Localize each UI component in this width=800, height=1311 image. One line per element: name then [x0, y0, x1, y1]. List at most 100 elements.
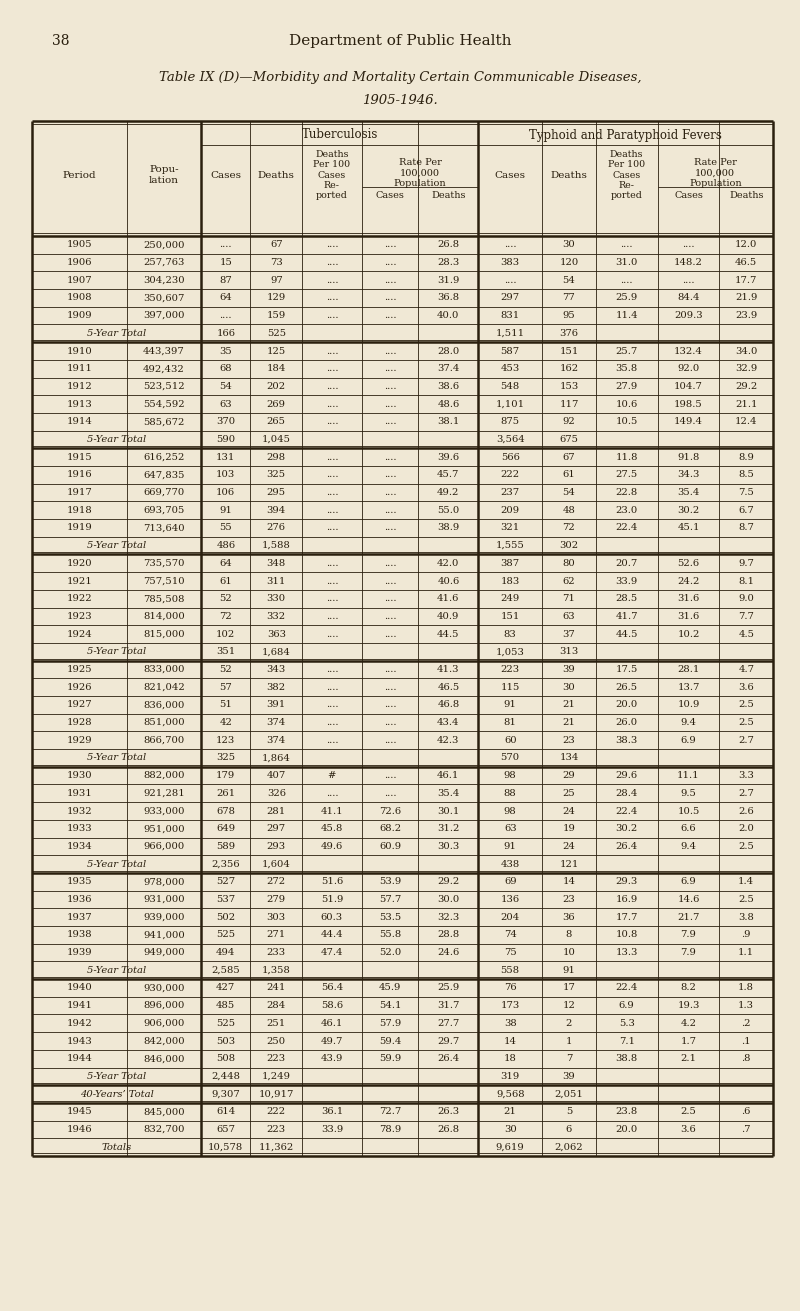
Text: 1932: 1932: [66, 806, 92, 815]
Text: 6.9: 6.9: [618, 1002, 634, 1009]
Text: 7.5: 7.5: [738, 488, 754, 497]
Text: 84.4: 84.4: [678, 294, 700, 303]
Text: 59.4: 59.4: [379, 1037, 402, 1045]
Text: 1936: 1936: [66, 895, 92, 905]
Text: ....: ....: [326, 558, 338, 568]
Text: 265: 265: [266, 417, 286, 426]
Text: 39: 39: [562, 1072, 575, 1080]
Text: 351: 351: [216, 648, 235, 657]
Text: 272: 272: [266, 877, 286, 886]
Text: ....: ....: [384, 294, 396, 303]
Text: 1940: 1940: [66, 983, 92, 992]
Text: 1,864: 1,864: [262, 754, 290, 763]
Text: 374: 374: [266, 735, 286, 745]
Text: 9,307: 9,307: [211, 1089, 240, 1099]
Text: 46.1: 46.1: [437, 771, 459, 780]
Text: 179: 179: [216, 771, 235, 780]
Text: ....: ....: [326, 452, 338, 461]
Text: 46.5: 46.5: [735, 258, 758, 267]
Text: 52: 52: [219, 665, 232, 674]
Text: 25.9: 25.9: [615, 294, 638, 303]
Text: ....: ....: [326, 258, 338, 267]
Text: 502: 502: [216, 912, 235, 922]
Text: Department of Public Health: Department of Public Health: [289, 34, 511, 49]
Text: 2.5: 2.5: [738, 895, 754, 905]
Text: 3.6: 3.6: [738, 683, 754, 692]
Text: 78.9: 78.9: [379, 1125, 402, 1134]
Text: 453: 453: [501, 364, 520, 374]
Text: ....: ....: [326, 789, 338, 798]
Text: 1920: 1920: [66, 558, 92, 568]
Text: 75: 75: [504, 948, 517, 957]
Text: 44.5: 44.5: [615, 629, 638, 638]
Text: 570: 570: [501, 754, 520, 763]
Text: 62: 62: [562, 577, 575, 586]
Text: 28.3: 28.3: [438, 258, 459, 267]
Text: ....: ....: [326, 665, 338, 674]
Text: 321: 321: [501, 523, 520, 532]
Text: 949,000: 949,000: [143, 948, 185, 957]
Text: 3.3: 3.3: [738, 771, 754, 780]
Text: 29.2: 29.2: [735, 382, 758, 391]
Text: 32.3: 32.3: [438, 912, 459, 922]
Text: 297: 297: [501, 294, 520, 303]
Text: ....: ....: [326, 523, 338, 532]
Text: 26.8: 26.8: [438, 1125, 459, 1134]
Text: 72.7: 72.7: [379, 1108, 402, 1116]
Text: 45.7: 45.7: [437, 471, 459, 480]
Text: 5-Year Total: 5-Year Total: [87, 966, 146, 975]
Text: 37.4: 37.4: [437, 364, 459, 374]
Text: 391: 391: [266, 700, 286, 709]
Text: .1: .1: [742, 1037, 751, 1045]
Text: 1906: 1906: [66, 258, 92, 267]
Text: 64: 64: [219, 558, 232, 568]
Text: 33.9: 33.9: [615, 577, 638, 586]
Text: 44.5: 44.5: [437, 629, 460, 638]
Text: 10: 10: [562, 948, 575, 957]
Text: 241: 241: [266, 983, 286, 992]
Text: 49.6: 49.6: [321, 842, 343, 851]
Text: 23.9: 23.9: [735, 311, 758, 320]
Text: 1927: 1927: [66, 700, 92, 709]
Text: 6.7: 6.7: [738, 506, 754, 515]
Text: 61: 61: [562, 471, 575, 480]
Text: 5.3: 5.3: [618, 1019, 634, 1028]
Text: 39.6: 39.6: [438, 452, 459, 461]
Text: 54: 54: [219, 382, 232, 391]
Text: 30: 30: [562, 683, 575, 692]
Text: 67: 67: [270, 240, 282, 249]
Text: 649: 649: [216, 825, 235, 834]
Text: 558: 558: [501, 966, 520, 975]
Text: 43.9: 43.9: [321, 1054, 343, 1063]
Text: 57.9: 57.9: [379, 1019, 402, 1028]
Text: 590: 590: [216, 435, 235, 444]
Text: 2.7: 2.7: [738, 789, 754, 798]
Text: 525: 525: [216, 931, 235, 940]
Text: ....: ....: [326, 471, 338, 480]
Text: #: #: [328, 771, 336, 780]
Text: ....: ....: [326, 294, 338, 303]
Text: Cases: Cases: [210, 170, 242, 180]
Text: 10.5: 10.5: [615, 417, 638, 426]
Text: 31.6: 31.6: [678, 612, 700, 621]
Text: 966,000: 966,000: [143, 842, 185, 851]
Text: 7: 7: [566, 1054, 572, 1063]
Text: 931,000: 931,000: [143, 895, 185, 905]
Text: 233: 233: [266, 948, 286, 957]
Text: 326: 326: [266, 789, 286, 798]
Text: 18: 18: [504, 1054, 517, 1063]
Text: 325: 325: [216, 754, 235, 763]
Text: 38.3: 38.3: [615, 735, 638, 745]
Text: 1942: 1942: [66, 1019, 92, 1028]
Text: 4.7: 4.7: [738, 665, 754, 674]
Text: 26.8: 26.8: [438, 240, 459, 249]
Text: 92: 92: [562, 417, 575, 426]
Text: 250: 250: [266, 1037, 286, 1045]
Text: Cases: Cases: [494, 170, 526, 180]
Text: 566: 566: [501, 452, 520, 461]
Text: 2.5: 2.5: [681, 1108, 697, 1116]
Text: 223: 223: [501, 665, 520, 674]
Text: 370: 370: [216, 417, 235, 426]
Text: 8: 8: [566, 931, 572, 940]
Text: ....: ....: [326, 488, 338, 497]
